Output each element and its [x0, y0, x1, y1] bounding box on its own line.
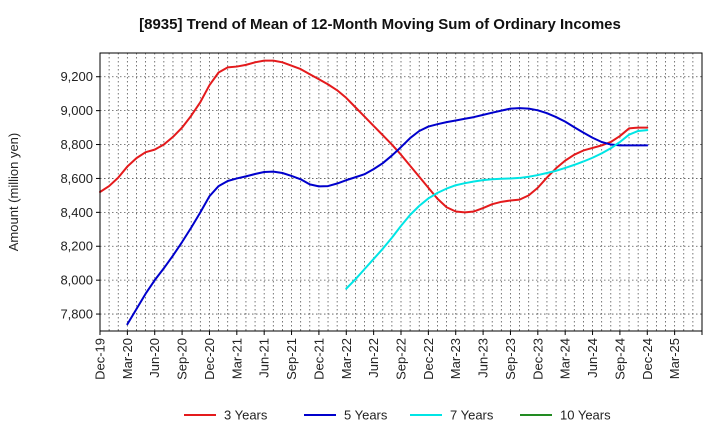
x-tick-label: Jun-20: [147, 338, 162, 378]
y-tick-label: 8,400: [60, 205, 93, 220]
x-tick-label: Mar-23: [448, 338, 463, 379]
y-tick-label: 7,800: [60, 307, 93, 322]
legend-label-10-years: 10 Years: [560, 408, 611, 423]
x-tick-label: Mar-24: [558, 338, 573, 379]
y-tick-label: 8,200: [60, 239, 93, 254]
legend-label-7-years: 7 Years: [450, 408, 494, 423]
grid-layer: [99, 53, 703, 331]
x-tick-label: Sep-20: [175, 338, 190, 380]
legend-label-3-years: 3 Years: [224, 408, 268, 423]
x-tick-label: Jun-21: [257, 338, 272, 378]
x-tick-label: Sep-24: [612, 338, 627, 380]
x-tick-label: Sep-22: [394, 338, 409, 380]
x-tick-label: Mar-21: [229, 338, 244, 379]
x-tick-label: Dec-21: [311, 338, 326, 380]
legend-label-5-years: 5 Years: [344, 408, 388, 423]
x-tick-label: Dec-24: [640, 338, 655, 380]
legend: 3 Years 5 Years 7 Years 10 Years: [184, 408, 611, 423]
series-line-5-years: [126, 107, 649, 326]
y-tick-label: 8,800: [60, 137, 93, 152]
x-tick-label: Mar-22: [339, 338, 354, 379]
x-tick-label: Mar-20: [120, 338, 135, 379]
x-axis-ticks: Dec-19 Mar-20 Jun-20 Sep-20 Dec-20 Mar-21 Jun-…: [93, 331, 703, 380]
x-tick-label: Sep-23: [503, 338, 518, 380]
y-tick-label: 9,200: [60, 69, 93, 84]
series-line-7-years: [345, 129, 649, 290]
x-tick-label: Mar-25: [667, 338, 682, 379]
y-tick-label: 8,000: [60, 273, 93, 288]
y-axis-label: Amount (million yen): [6, 133, 21, 252]
series-line-3-years: [99, 59, 649, 214]
x-tick-label: Jun-23: [476, 338, 491, 378]
y-tick-label: 8,600: [60, 171, 93, 186]
x-tick-label: Jun-24: [585, 338, 600, 378]
x-tick-label: Sep-21: [284, 338, 299, 380]
x-tick-label: Jun-22: [366, 338, 381, 378]
x-tick-label: Dec-22: [421, 338, 436, 380]
chart-title: [8935] Trend of Mean of 12-Month Moving …: [139, 16, 621, 33]
series-layer: [99, 59, 649, 326]
y-tick-label: 9,000: [60, 103, 93, 118]
x-tick-label: Dec-19: [93, 338, 108, 380]
x-tick-label: Dec-23: [530, 338, 545, 380]
x-tick-label: Dec-20: [202, 338, 217, 380]
y-axis-ticks: 7,800 8,000 8,200 8,400 8,600 8,800 9,000 9,200: [60, 69, 100, 322]
